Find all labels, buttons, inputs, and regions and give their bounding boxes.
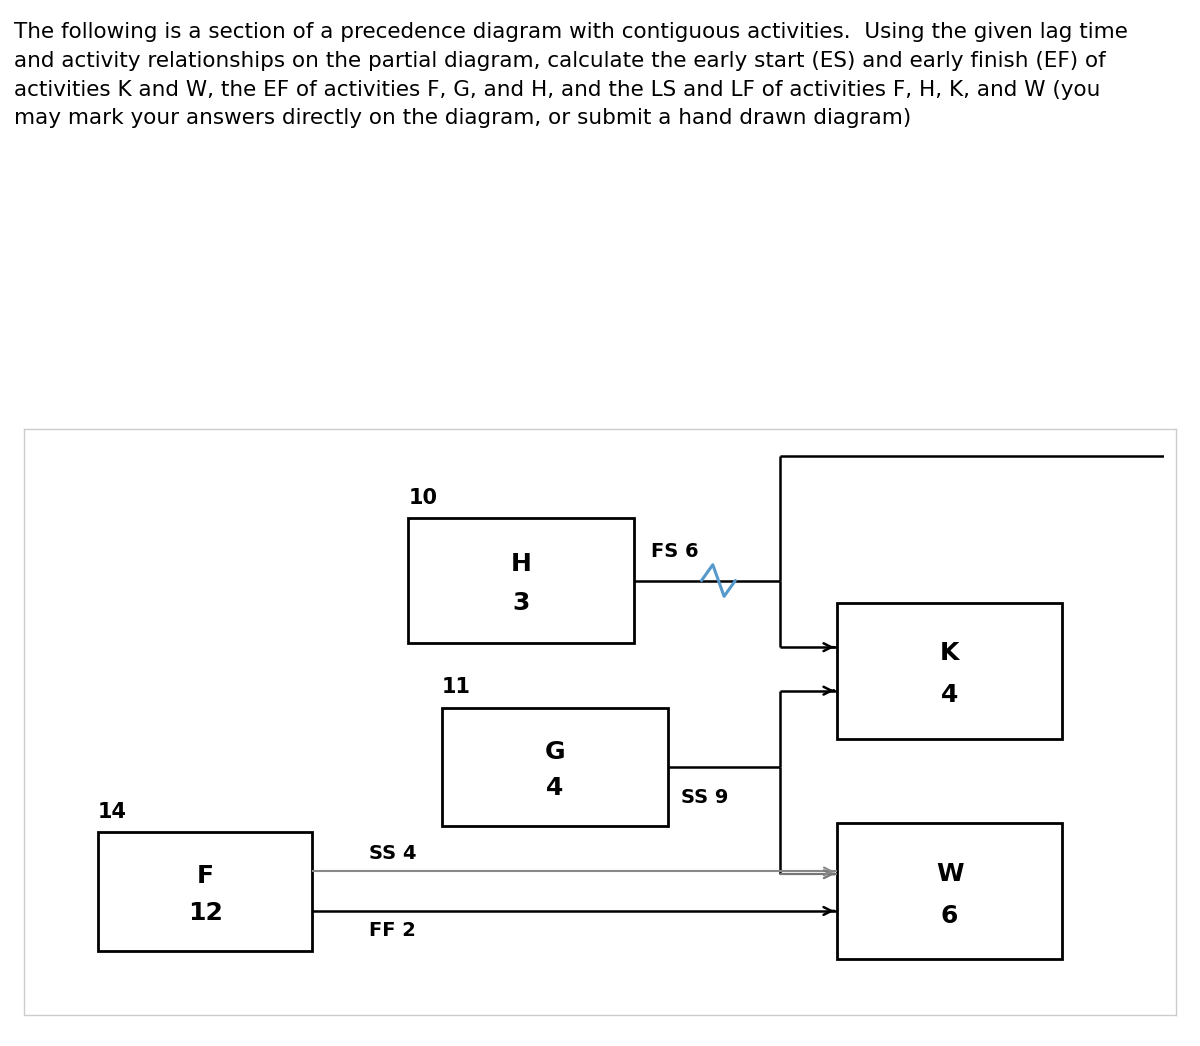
Text: H: H — [511, 552, 532, 576]
Text: 12: 12 — [187, 901, 223, 925]
Text: F: F — [197, 864, 214, 888]
Text: 4: 4 — [546, 776, 564, 800]
Text: FF 2: FF 2 — [368, 922, 415, 940]
Text: SS 4: SS 4 — [368, 844, 416, 863]
Text: 10: 10 — [408, 488, 437, 508]
Text: 6: 6 — [941, 904, 959, 928]
Bar — [442, 707, 667, 826]
Bar — [836, 604, 1062, 738]
Text: 4: 4 — [941, 683, 959, 707]
Text: K: K — [940, 641, 959, 665]
Text: 11: 11 — [442, 678, 472, 698]
Text: FS 6: FS 6 — [650, 542, 698, 561]
Bar — [98, 832, 312, 951]
Text: 3: 3 — [512, 591, 529, 615]
Text: W: W — [936, 862, 964, 886]
Text: 14: 14 — [98, 801, 127, 822]
Text: SS 9: SS 9 — [682, 789, 728, 808]
Text: G: G — [545, 740, 565, 764]
Text: The following is a section of a precedence diagram with contiguous activities.  : The following is a section of a preceden… — [14, 22, 1128, 129]
Bar — [408, 519, 634, 642]
Bar — [836, 823, 1062, 959]
